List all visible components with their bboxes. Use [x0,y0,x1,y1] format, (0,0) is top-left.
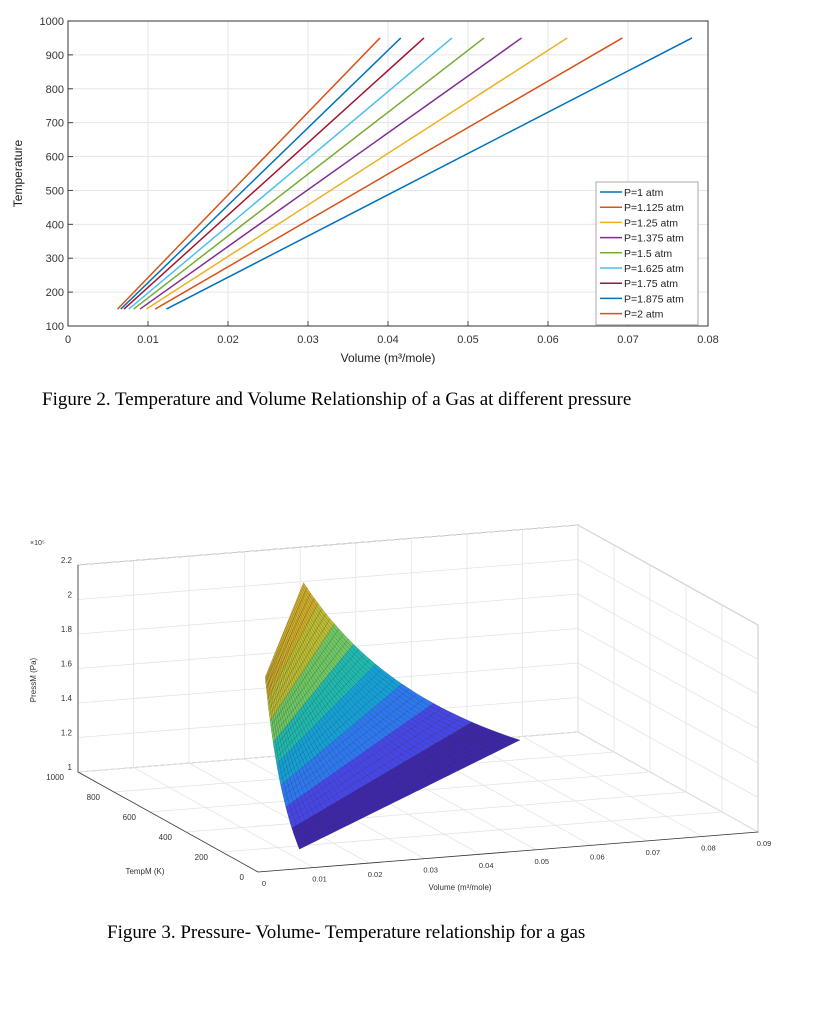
legend-entry: P=1.625 atm [624,263,684,275]
x-tick-label: 0.01 [137,334,158,346]
z-gridline [577,524,759,626]
figure-3-chart: 1 1.2 1.4 1.6 1.8 2 2.2 0 200 400 600 800 1000 0 0.01 0… [29,524,772,892]
y-tick-label: 100 [46,321,64,333]
series-line [166,37,693,310]
legend-entry: P=1.5 atm [624,248,672,260]
x-tick-label: 0.01 [312,875,327,884]
x-gridline [577,731,759,833]
x-tick-label: 0 [65,334,71,346]
z-tick-label: 1.8 [61,625,73,634]
y-tick-label: 400 [46,219,64,231]
x-tick-label: 0 [262,879,266,888]
legend-entry: P=1.25 atm [624,217,678,229]
y-tick-label: 900 [46,50,64,62]
x-tick-label: 0.07 [617,334,638,346]
series-line [154,37,623,310]
y-tick-label: 400 [159,833,173,842]
series-line [123,37,425,310]
x-axis-label: Volume (m³/mole) [428,883,491,892]
z-tick-label: 2.2 [61,556,73,565]
z-gridline [577,593,759,695]
y-tick-label: 300 [46,253,64,265]
z-gridline [77,593,579,635]
x-tick-label: 0.08 [701,843,716,852]
series-line [145,37,568,310]
z-axis-label: PressM (Pa) [29,657,38,702]
y-tick-label: 800 [46,84,64,96]
figure-3-caption: Figure 3. Pressure- Volume- Temperature … [107,922,586,943]
z-tick-label: 1 [68,763,73,772]
x-gridline [466,740,648,842]
y-tick-label: 0 [240,873,245,882]
x-tick-label: 0.09 [757,839,772,848]
y-tick-label: 600 [123,813,137,822]
x-tick-label: 0.02 [368,870,383,879]
series-line [128,37,453,310]
legend-entry: P=1.375 atm [624,233,684,245]
y-gridline [185,791,687,833]
z-exponent-label: ×10⁵ [30,540,45,547]
x-gridline [188,762,370,864]
z-tick-label: 1.6 [61,660,73,669]
x-tick-label: 0.03 [297,334,318,346]
figure-2-caption: Figure 2. Temperature and Volume Relatio… [42,389,632,410]
y-tick-label: 800 [87,793,101,802]
z-gridline [77,524,579,566]
series-line [133,37,485,310]
y-tick-label: 200 [46,287,64,299]
x-tick-label: 0.06 [590,852,605,861]
series-line [117,37,381,310]
y-tick-label: 200 [195,853,209,862]
x-axis-label: Volume (m³/mole) [341,351,436,365]
y-tick-label: 500 [46,185,64,197]
x-tick-label: 0.02 [217,334,238,346]
z-gridline [577,662,759,764]
legend-entry: P=1.125 atm [624,202,684,214]
z-gridline [577,628,759,729]
x-tick-label: 0.07 [646,848,661,857]
figure-2-chart: 0 0.01 0.02 0.03 0.04 0.05 0.06 0.07 0.08 100 200 3… [11,16,719,365]
series-line [120,37,402,310]
z-tick-label: 1.2 [61,729,73,738]
x-axis [257,831,759,873]
z-tick-label: 2 [68,591,73,600]
legend-entry: P=1.875 atm [624,293,684,305]
x-tick-label: 0.03 [423,866,438,875]
surface-patch [302,582,308,591]
z-gridline [77,559,579,600]
series-line [139,37,523,310]
z-gridline [577,559,759,660]
z-tick-label: 1.4 [61,694,73,703]
legend-entry: P=2 atm [624,309,664,321]
y-axis-label: TempM (K) [125,867,164,876]
x-tick-label: 0.05 [457,334,478,346]
legend-entry: P=1.75 atm [624,278,678,290]
z-gridline [577,697,759,798]
y-tick-label: 1000 [46,773,64,782]
y-tick-label: 600 [46,152,64,164]
x-gridline [522,736,703,837]
y-tick-label: 700 [46,118,64,130]
legend-entry: P=1 atm [624,187,664,199]
x-tick-label: 0.06 [537,334,558,346]
y-tick-label: 1000 [40,16,64,28]
y-axis [77,771,259,873]
x-tick-label: 0.04 [377,334,398,346]
y-axis-label: Temperature [11,139,25,207]
x-tick-label: 0.08 [697,334,718,346]
x-tick-label: 0.04 [479,861,494,870]
x-gridline [133,767,314,868]
x-tick-label: 0.05 [534,857,549,866]
plot-frame [67,20,709,327]
